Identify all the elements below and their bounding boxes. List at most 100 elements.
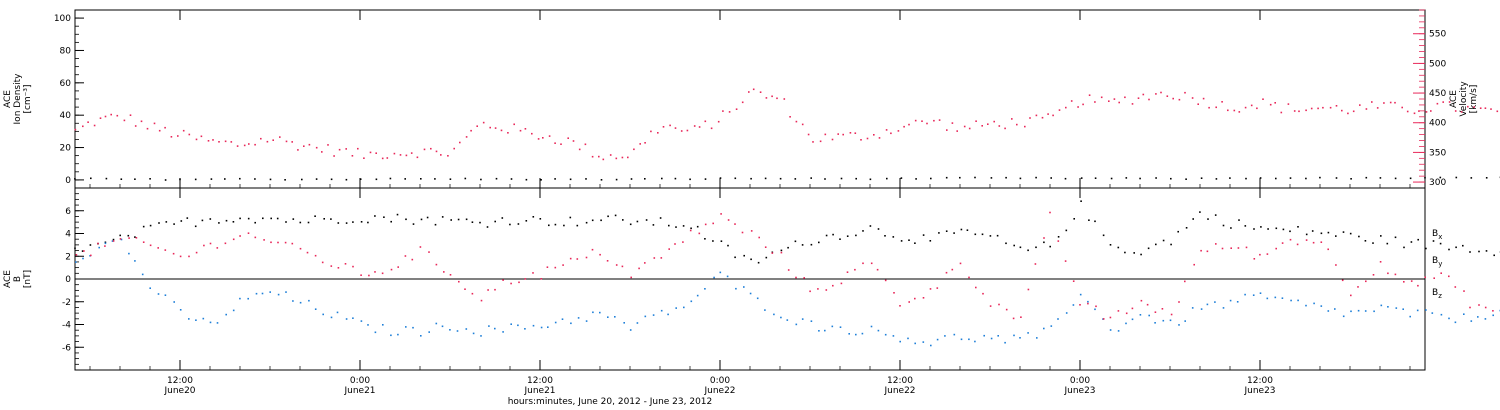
data-point xyxy=(450,219,452,221)
data-point xyxy=(832,233,834,236)
data-point xyxy=(1305,239,1308,241)
data-point xyxy=(554,266,557,269)
data-point xyxy=(1118,101,1120,104)
data-point xyxy=(674,127,677,129)
data-point xyxy=(336,311,339,314)
y-label-line: ACE xyxy=(3,90,13,108)
data-point xyxy=(1049,245,1051,248)
data-point xyxy=(180,220,183,222)
data-point xyxy=(1155,243,1157,246)
data-point xyxy=(878,137,881,139)
data-point xyxy=(500,129,503,132)
data-point xyxy=(224,140,227,143)
data-point xyxy=(987,123,989,125)
data-point xyxy=(494,127,497,129)
data-point xyxy=(315,178,318,180)
data-point xyxy=(660,257,663,259)
data-point xyxy=(352,221,354,223)
data-point xyxy=(386,157,389,159)
data-point xyxy=(945,176,948,179)
data-point xyxy=(831,325,834,328)
data-point xyxy=(1019,246,1022,249)
data-point xyxy=(585,221,588,224)
x-tick-date-label: June21 xyxy=(343,386,375,396)
data-point xyxy=(390,220,392,223)
data-point xyxy=(382,324,384,326)
data-point xyxy=(374,215,376,217)
data-point xyxy=(599,311,601,314)
data-point xyxy=(1102,234,1105,237)
y-tick-label: -4 xyxy=(62,321,71,331)
data-point xyxy=(1418,110,1420,112)
data-point xyxy=(1335,105,1338,107)
data-point xyxy=(1424,176,1426,179)
y-label-line: [cm⁻³] xyxy=(23,84,33,113)
data-point xyxy=(352,265,354,268)
data-point xyxy=(570,322,572,325)
data-point xyxy=(225,313,227,316)
data-point xyxy=(390,334,392,337)
data-point xyxy=(922,341,925,343)
data-point xyxy=(1072,280,1075,282)
data-point xyxy=(247,217,250,220)
data-point xyxy=(899,305,901,307)
data-point xyxy=(990,337,993,340)
data-point xyxy=(202,317,205,320)
data-point xyxy=(1372,274,1375,276)
data-point xyxy=(532,216,535,218)
data-point xyxy=(773,313,775,316)
data-point xyxy=(525,220,528,222)
data-point xyxy=(1280,111,1283,114)
data-point xyxy=(307,221,310,224)
data-point xyxy=(1214,214,1217,216)
data-point xyxy=(239,297,241,300)
data-point xyxy=(1137,97,1140,99)
data-point xyxy=(90,254,92,257)
data-point xyxy=(789,116,791,118)
data-point xyxy=(734,256,736,259)
data-point xyxy=(232,221,235,223)
data-point xyxy=(704,178,707,180)
data-point xyxy=(712,222,714,225)
data-point xyxy=(127,234,130,237)
y-tick-label: 20 xyxy=(60,144,72,154)
data-point xyxy=(862,262,864,265)
data-point xyxy=(170,136,173,138)
data-point xyxy=(1440,313,1443,316)
data-point xyxy=(1373,310,1375,313)
data-point xyxy=(194,178,197,181)
data-point xyxy=(375,178,378,181)
data-point xyxy=(420,218,423,221)
data-point xyxy=(1034,263,1037,265)
data-point xyxy=(1380,235,1382,237)
data-point xyxy=(855,333,857,336)
data-point xyxy=(381,157,384,160)
data-point xyxy=(1154,322,1156,324)
data-point xyxy=(1439,242,1442,245)
data-point xyxy=(177,135,179,137)
data-point xyxy=(416,156,419,159)
x-tick-time-label: 12:00 xyxy=(887,376,913,386)
data-point xyxy=(892,236,895,238)
x-axis-title: hours:minutes, June 20, 2012 - June 23, … xyxy=(508,397,713,407)
data-point xyxy=(1215,243,1217,245)
data-point xyxy=(1193,263,1195,266)
data-point xyxy=(644,262,646,264)
data-point xyxy=(1109,316,1112,319)
data-point xyxy=(254,221,256,224)
data-point xyxy=(428,251,430,253)
data-point xyxy=(1147,247,1150,250)
data-point xyxy=(584,143,587,146)
data-point xyxy=(569,216,572,219)
data-point xyxy=(758,236,760,239)
data-point xyxy=(216,322,219,324)
data-point xyxy=(128,252,130,255)
data-point xyxy=(1117,330,1120,332)
data-point xyxy=(135,237,138,239)
data-point xyxy=(397,333,399,336)
data-point xyxy=(860,139,862,141)
data-point xyxy=(1057,236,1060,238)
data-point xyxy=(993,120,995,123)
data-point xyxy=(471,292,474,295)
